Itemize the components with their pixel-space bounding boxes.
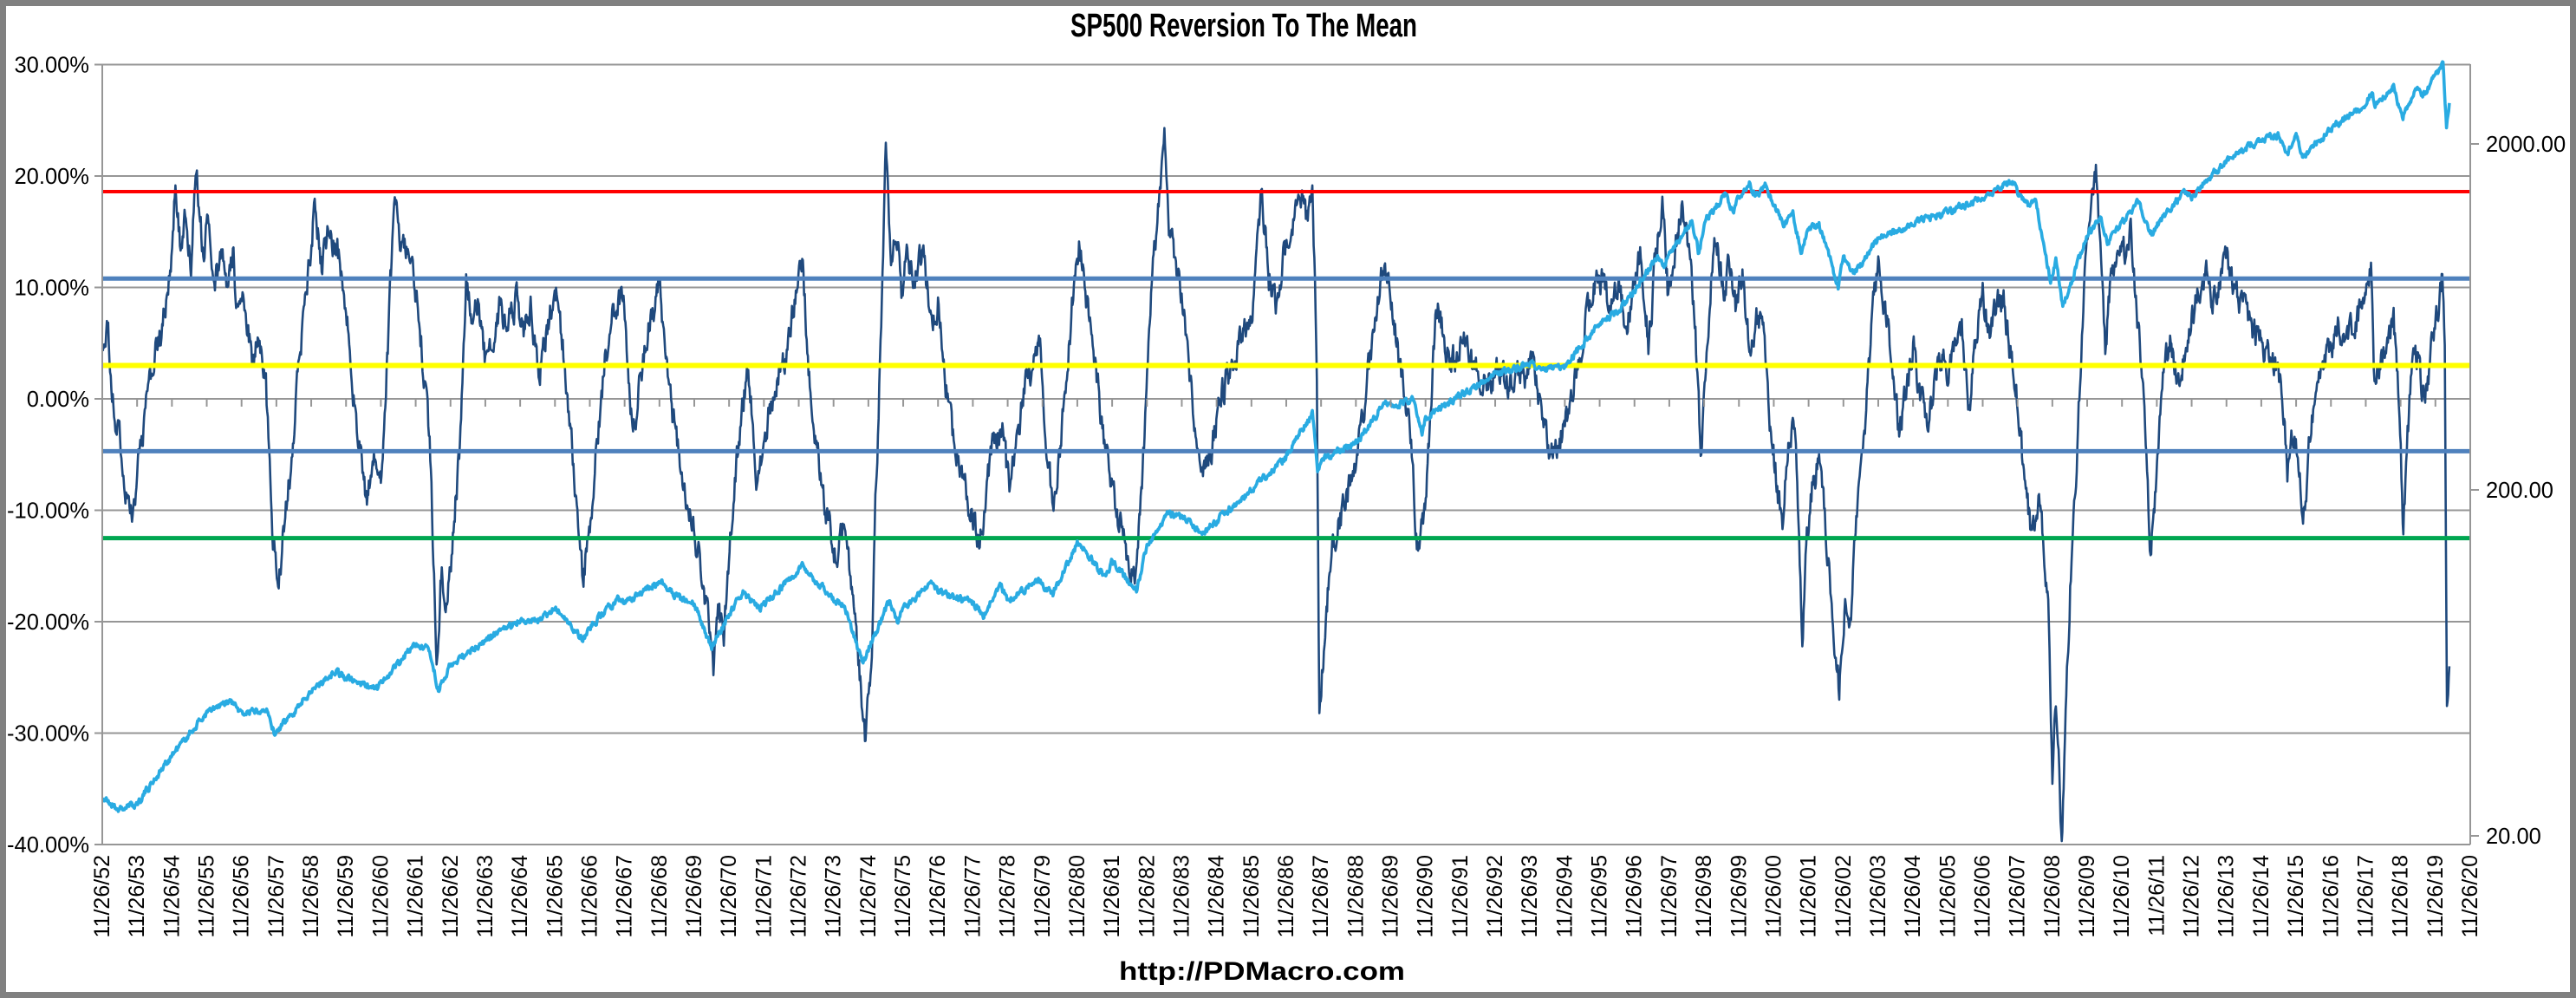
left-axis-tick-label: -10.00% — [7, 499, 89, 524]
x-axis-label: 11/26/02 — [1831, 855, 1856, 937]
x-axis-label: 11/26/52 — [90, 855, 114, 937]
x-axis-label: 11/26/91 — [1448, 855, 1473, 937]
x-axis-label: 11/26/55 — [195, 855, 219, 937]
x-axis-label: 11/26/84 — [1205, 855, 1229, 938]
x-axis-label: 11/26/61 — [404, 855, 428, 937]
x-axis-label: 11/26/78 — [996, 855, 1020, 937]
x-axis-label: 11/26/71 — [751, 855, 776, 937]
x-axis-label: 11/26/88 — [1343, 855, 1368, 937]
x-axis-label: 11/26/79 — [1031, 855, 1055, 937]
x-axis-label: 11/26/00 — [1761, 855, 1786, 937]
x-axis-label: 11/26/20 — [2458, 855, 2482, 937]
x-axis-label: 11/26/74 — [856, 855, 881, 938]
right-axis-tick-label: 2000.00 — [2486, 133, 2566, 157]
chart-title: SP500 Reversion To The Mean — [1070, 8, 1417, 44]
x-axis-label: 11/26/06 — [1971, 855, 1995, 937]
x-axis-label: 11/26/08 — [2040, 855, 2065, 937]
x-axis-label: 11/26/83 — [1169, 855, 1194, 937]
deviation-series-layer — [101, 127, 2451, 843]
gridlines-layer — [102, 63, 2470, 845]
x-axis-label: 11/26/89 — [1379, 855, 1403, 937]
x-axis-label: 11/26/13 — [2215, 855, 2239, 937]
x-axis-label: 11/26/86 — [1274, 855, 1298, 937]
x-axis-label: 11/26/18 — [2389, 855, 2413, 937]
x-axis-label: 11/26/56 — [230, 855, 254, 937]
x-axis-label: 11/26/05 — [1935, 855, 1960, 937]
x-axis-label: 11/26/64 — [508, 855, 532, 938]
x-axis-label: 11/26/98 — [1692, 855, 1716, 937]
x-axis-label: 11/26/66 — [577, 855, 602, 937]
x-axis-label: 11/26/10 — [2110, 855, 2134, 937]
x-axis-label: 11/26/54 — [159, 855, 184, 938]
left-axis-tick-label: 10.00% — [15, 277, 90, 301]
x-axis-label: 11/26/85 — [1239, 855, 1264, 937]
x-axis-label: 11/26/87 — [1309, 855, 1333, 937]
series-sp500-price-line — [101, 60, 2451, 813]
series-deviation-from-mean-line — [101, 127, 2451, 843]
x-axis-label: 11/26/76 — [926, 855, 950, 937]
x-axis-label: 11/26/17 — [2353, 855, 2378, 937]
x-axis-label: 11/26/07 — [2006, 855, 2030, 937]
x-axis-label: 11/26/90 — [1414, 855, 1438, 937]
x-axis-label: 11/26/70 — [717, 855, 741, 937]
x-axis-label: 11/26/95 — [1588, 855, 1612, 937]
x-axis-label: 11/26/69 — [682, 855, 706, 937]
x-axis-label: 11/26/16 — [2319, 855, 2343, 937]
x-axis-label: 11/26/14 — [2249, 855, 2274, 938]
x-axis-label: 11/26/53 — [125, 855, 149, 937]
x-axis-label: 11/26/04 — [1901, 855, 1925, 938]
x-axis-label: 11/26/11 — [2144, 855, 2169, 936]
x-axis-label: 11/26/93 — [1518, 855, 1542, 937]
x-axis-label: 11/26/94 — [1552, 855, 1577, 938]
left-axis-tick-label: -40.00% — [7, 833, 89, 858]
x-axis-label: 11/26/75 — [891, 855, 915, 937]
x-axis-label: 11/26/68 — [647, 855, 672, 937]
price-series-layer — [101, 60, 2451, 813]
right-axis-tick-label: 200.00 — [2486, 479, 2553, 503]
x-axis-label: 11/26/80 — [1065, 855, 1090, 937]
left-axis-tick-label: 20.00% — [15, 165, 90, 189]
left-axis-tick-label: -30.00% — [7, 722, 89, 747]
right-axis-tick-label: 20.00 — [2486, 825, 2541, 849]
x-axis-label: 11/26/65 — [543, 855, 567, 937]
x-axis-label: 11/26/73 — [822, 855, 846, 937]
x-axis-label: 11/26/19 — [2423, 855, 2448, 937]
x-axis-label: 11/26/12 — [2180, 855, 2204, 937]
x-axis-label: 11/26/72 — [787, 855, 811, 937]
x-axis-label: 11/26/58 — [299, 855, 323, 937]
x-axis-label: 11/26/01 — [1797, 855, 1821, 937]
x-axis-label: 11/26/96 — [1623, 855, 1647, 937]
x-axis-label: 11/26/03 — [1866, 855, 1890, 937]
x-axis-label: 11/26/81 — [1100, 855, 1124, 937]
x-axis-label: 11/26/82 — [1135, 855, 1159, 937]
footer-url: http://PDMacro.com — [1119, 957, 1405, 986]
x-axis-label: 11/26/15 — [2284, 855, 2308, 937]
left-axis-tick-label: 30.00% — [15, 54, 90, 78]
x-axis-label: 11/26/63 — [473, 855, 498, 937]
left-axis-tick-label: -20.00% — [7, 610, 89, 635]
x-axis-label: 11/26/57 — [264, 855, 289, 937]
left-axis-tick-label: 0.00% — [27, 388, 89, 412]
x-axis-label: 11/26/97 — [1657, 855, 1682, 937]
x-axis-label: 11/26/62 — [439, 855, 463, 937]
x-axis-label: 11/26/60 — [368, 855, 393, 937]
axes-layer: 30.00% 20.00% 10.00% 0.00% -10.00% -20.00% -30… — [7, 54, 2566, 938]
x-axis-label: 11/26/77 — [960, 855, 985, 937]
x-axis-label: 11/26/09 — [2075, 855, 2099, 937]
x-axis-label: 11/26/92 — [1483, 855, 1507, 937]
x-axis-label: 11/26/59 — [334, 855, 358, 937]
x-axis-label: 11/26/99 — [1727, 855, 1751, 937]
x-axis-label: 11/26/67 — [613, 855, 637, 937]
